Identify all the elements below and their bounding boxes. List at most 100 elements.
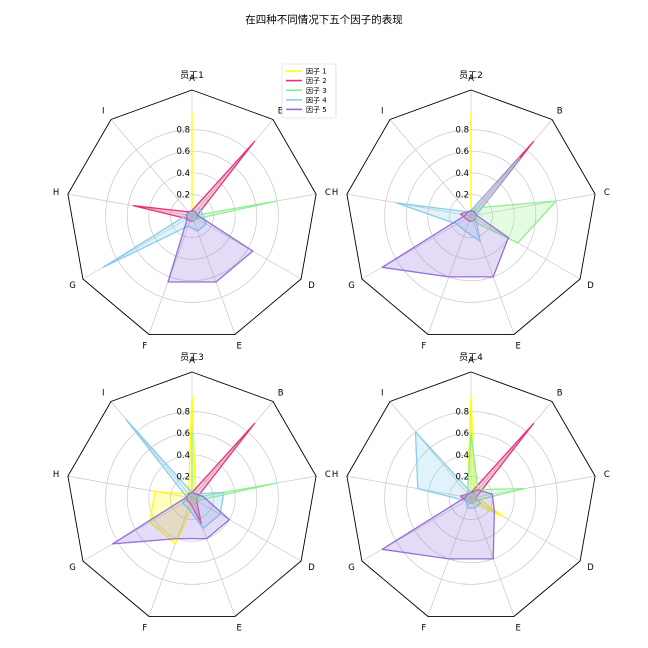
panel-title: 员工4	[459, 352, 483, 363]
legend-box	[281, 63, 337, 119]
axis-label-E: E	[516, 624, 521, 634]
grid-spoke	[427, 497, 472, 617]
r-tick-label: 0.6	[176, 429, 190, 439]
axis-label-C: C	[604, 188, 610, 198]
grid-spoke	[470, 497, 581, 562]
series-4-area	[414, 431, 482, 509]
legend: 因子 1因子 2 因子 3因子 4 因子 5	[281, 63, 337, 119]
axis-label-F: F	[421, 624, 426, 634]
grid-spoke	[82, 497, 193, 562]
axis-label-H: H	[53, 188, 59, 198]
panel-title: 员工2	[459, 70, 483, 81]
series-3-area	[186, 432, 278, 502]
r-tick-label: 0.8	[176, 126, 190, 136]
radar-panel-1: 员工1 0.2 0.4 0.6 0.8 A B C D E F G H I	[53, 70, 331, 352]
grid-spoke	[82, 215, 193, 280]
axis-label-D: D	[308, 563, 315, 573]
series-4-area	[125, 418, 225, 530]
axis-label-D: D	[587, 563, 594, 573]
grid-spoke	[191, 497, 302, 562]
axis-label-C: C	[604, 470, 610, 480]
axis-label-D: D	[308, 281, 315, 291]
r-tick-label: 0.6	[176, 147, 190, 157]
grid-spoke	[427, 215, 472, 335]
grid-spoke	[67, 475, 193, 499]
series-5-area	[381, 489, 496, 560]
r-tick-label: 0.4	[176, 169, 190, 179]
axis-label-I: I	[381, 106, 384, 116]
grid-spoke	[191, 119, 274, 217]
axis-label-G: G	[348, 563, 355, 573]
grid-spoke	[346, 475, 472, 499]
axis-label-E: E	[237, 624, 242, 634]
axis-label-A: A	[189, 74, 195, 84]
grid-spoke	[470, 215, 515, 335]
grid-spoke	[361, 215, 472, 280]
radar-frame	[346, 89, 596, 335]
axis-label-F: F	[421, 342, 426, 352]
r-tick-label: 0.4	[455, 169, 469, 179]
series-2-area	[132, 140, 256, 222]
radar-frame	[67, 89, 317, 335]
panel-title: 员工1	[180, 70, 204, 81]
panel-title: 员工3	[180, 352, 204, 363]
axis-label-A: A	[189, 356, 195, 366]
axis-label-E: E	[516, 342, 521, 352]
axis-label-G: G	[69, 281, 76, 291]
axis-label-G: G	[69, 563, 76, 573]
legend-label: 因子 2	[306, 77, 327, 85]
grid-spoke	[361, 497, 472, 562]
legend-label: 因子 3	[306, 87, 327, 95]
grid-spoke	[148, 497, 193, 617]
axis-label-B: B	[278, 388, 284, 398]
r-tick-label: 0.4	[455, 451, 469, 461]
radar-panel-2: 员工2 0.2 0.4 0.6 0.8 A B C D E F G H I	[332, 70, 610, 352]
axis-label-H: H	[332, 188, 338, 198]
grid-spoke	[470, 193, 596, 217]
grid-spoke	[389, 119, 472, 217]
legend-label: 因子 4	[306, 96, 327, 104]
grid-spoke	[110, 401, 193, 499]
series-1-area	[149, 394, 198, 545]
r-tick-label: 0.2	[455, 472, 469, 482]
r-tick-label: 0.8	[455, 408, 469, 418]
grid-spoke	[470, 215, 581, 280]
r-tick-label: 0.2	[176, 190, 190, 200]
series-3-area	[465, 200, 557, 244]
axis-label-F: F	[142, 342, 147, 352]
r-tick-label: 0.8	[455, 126, 469, 136]
legend-label: 因子 1	[306, 68, 327, 76]
radar-frame	[346, 371, 596, 617]
axis-label-B: B	[557, 106, 563, 116]
radar-panels: 员工1 0.2 0.4 0.6 0.8 A B C D E F G H I 员工2 0.2 0.4 0.6 0.8 A…	[53, 70, 610, 634]
series-5-area	[381, 209, 510, 278]
axis-label-B: B	[557, 388, 563, 398]
grid-spoke	[110, 119, 193, 217]
axis-label-B: B	[278, 106, 284, 116]
axis-label-F: F	[142, 624, 147, 634]
grid-spoke	[470, 497, 515, 617]
r-tick-label: 0.4	[176, 451, 190, 461]
radar-panel-4: 员工4 0.2 0.4 0.6 0.8 A B C D E F G H I	[332, 352, 610, 634]
radar-frame	[67, 371, 317, 617]
axis-label-H: H	[53, 470, 59, 480]
grid-spoke	[67, 193, 193, 217]
r-tick-label: 0.6	[455, 429, 469, 439]
axis-label-I: I	[102, 106, 105, 116]
figure-title: 在四种不同情况下五个因子的表现	[245, 13, 403, 26]
axis-label-A: A	[468, 74, 474, 84]
axis-label-C: C	[325, 470, 331, 480]
grid-spoke	[191, 497, 236, 617]
axis-label-I: I	[381, 388, 384, 398]
grid-spoke	[470, 401, 553, 499]
axis-label-I: I	[102, 388, 105, 398]
grid-spoke	[389, 401, 472, 499]
axis-label-D: D	[587, 281, 594, 291]
axis-label-E: E	[237, 342, 242, 352]
series-5-area	[167, 209, 254, 283]
series-5-area	[111, 491, 231, 545]
axis-label-H: H	[332, 470, 338, 480]
axis-label-C: C	[325, 188, 331, 198]
series-4-area	[395, 157, 521, 243]
